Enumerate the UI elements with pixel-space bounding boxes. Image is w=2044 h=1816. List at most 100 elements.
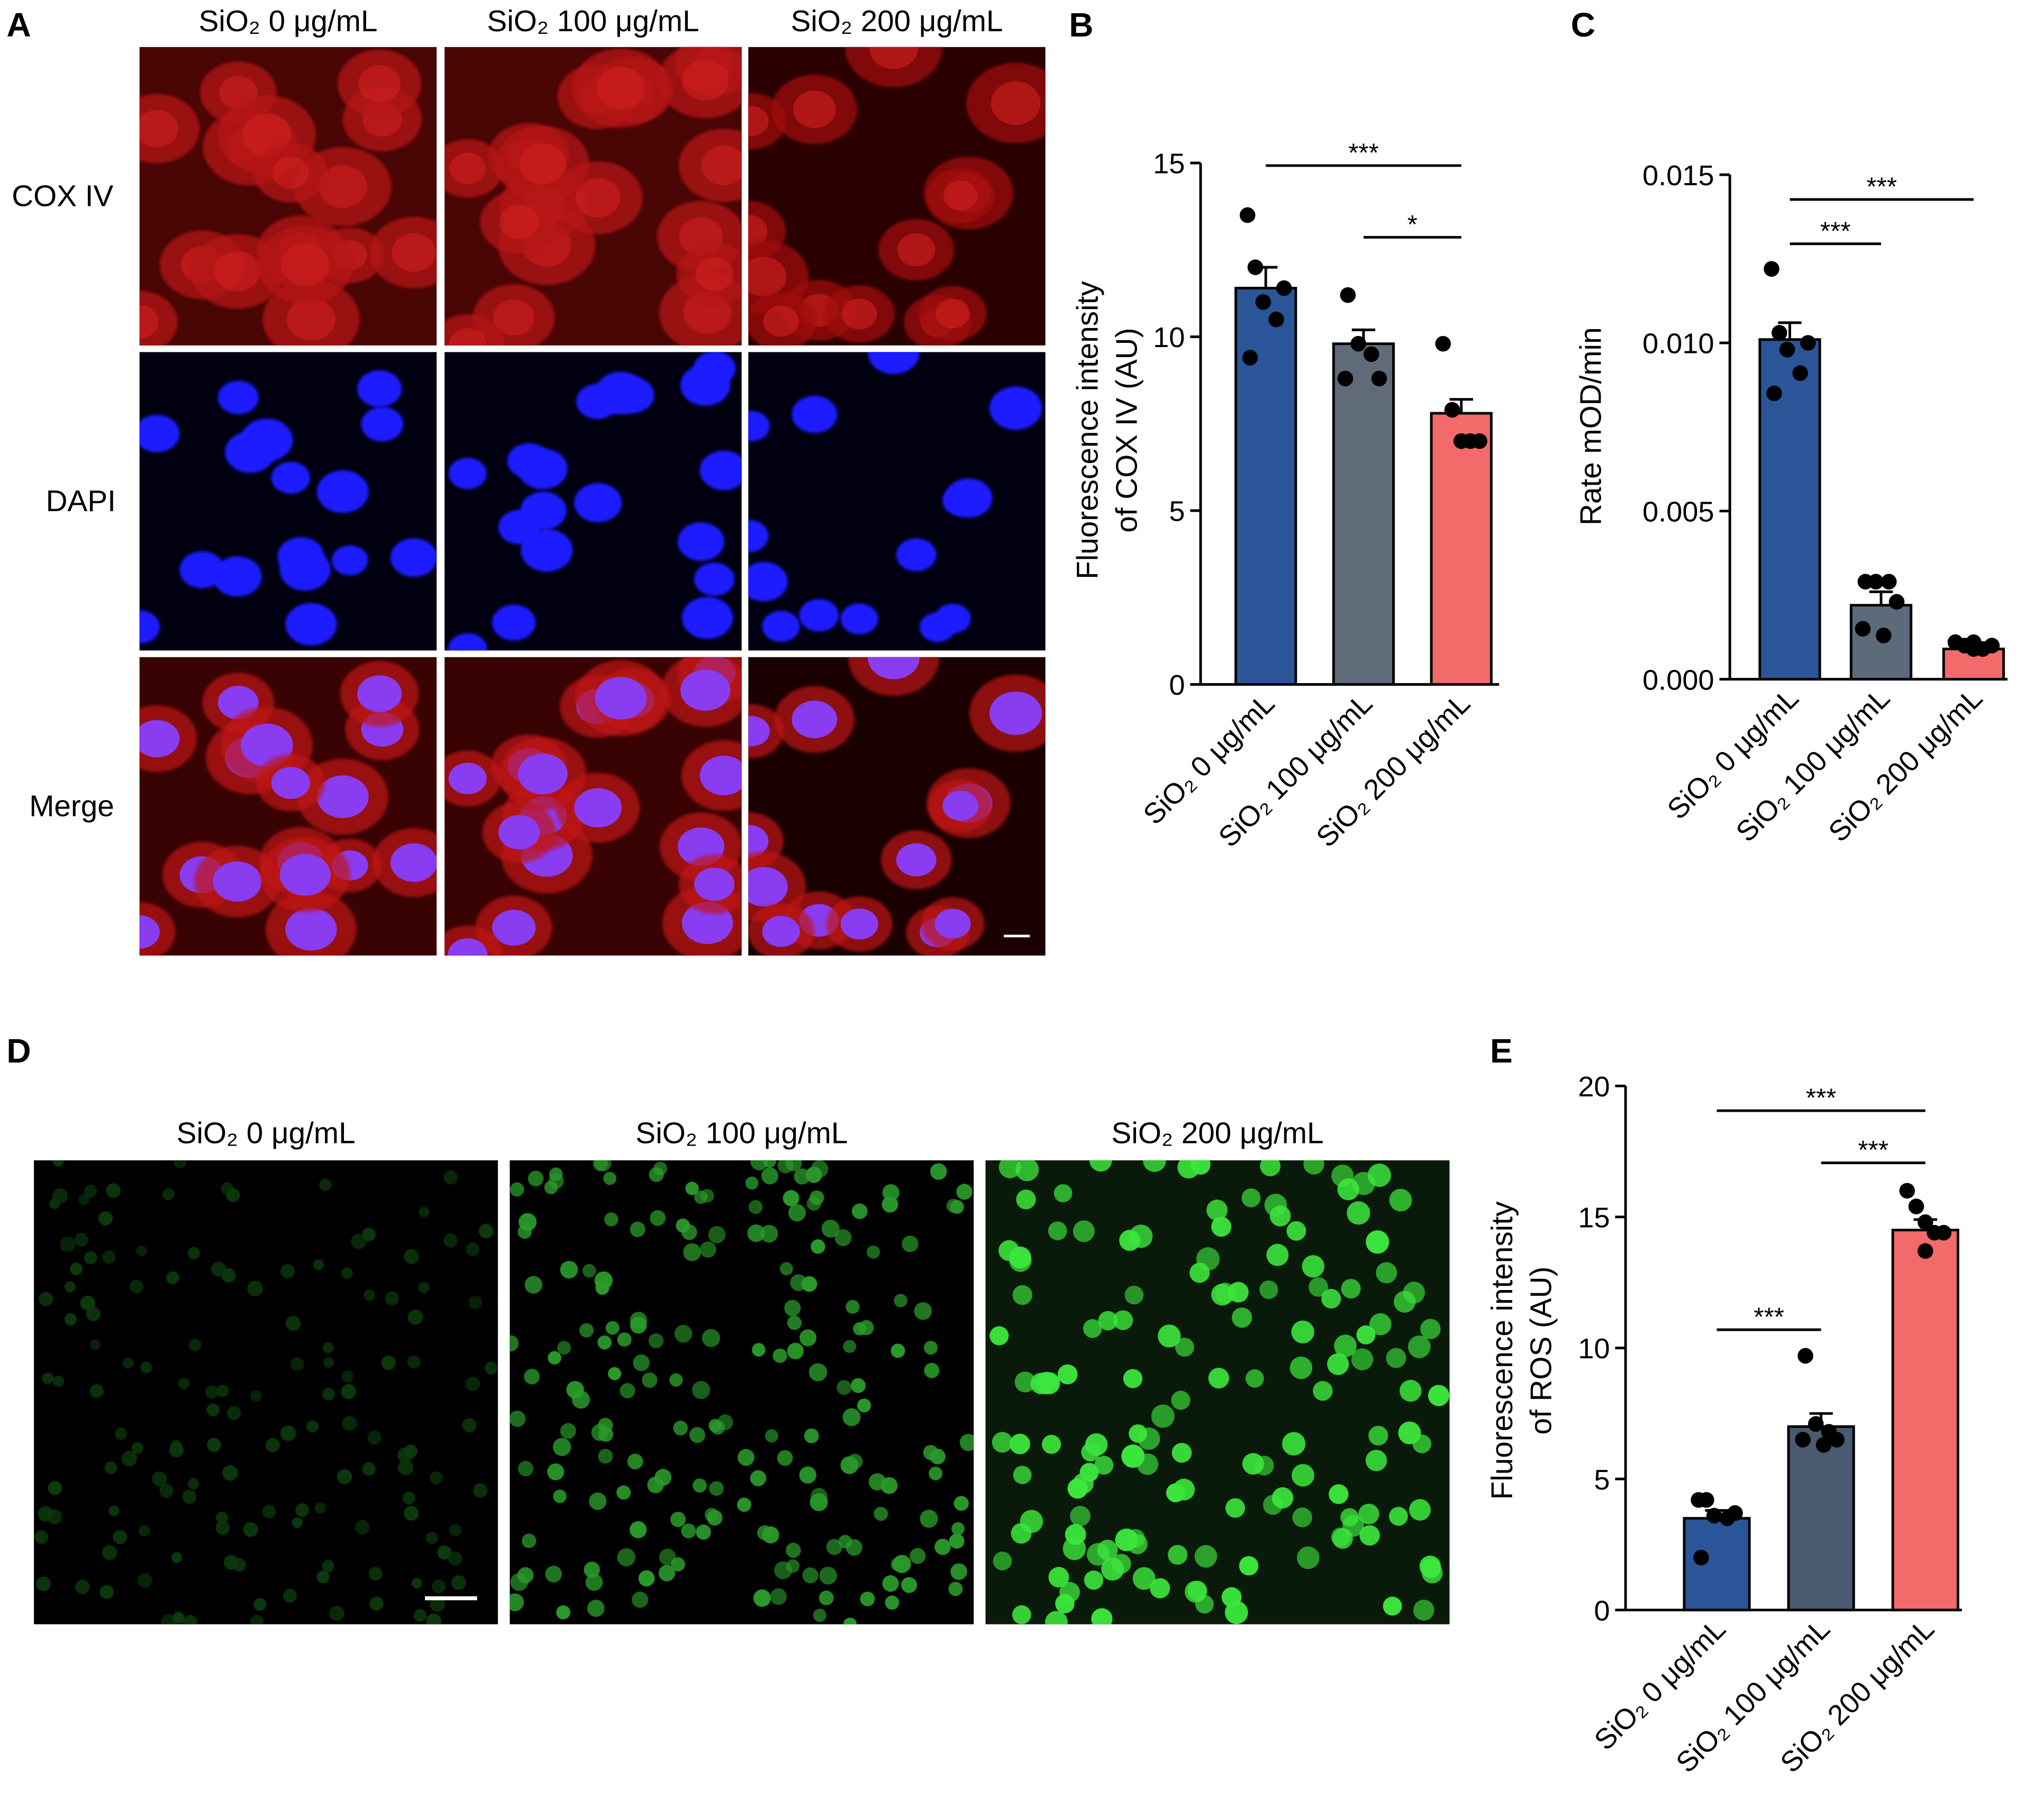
cell [584,1561,600,1578]
nucleus [868,657,920,679]
cell [582,1264,596,1278]
cell [517,1460,534,1477]
cell-core [793,90,836,129]
cell [517,1567,534,1584]
cell [182,1490,197,1504]
nucleus [694,867,735,901]
cell [1124,1285,1144,1305]
cell [866,1245,880,1259]
cell [1260,1160,1281,1177]
cell [216,1385,229,1397]
cell [407,1355,421,1369]
row-label: DAPI [46,485,116,518]
nucleus [316,775,369,819]
cell [1292,1464,1314,1487]
panel-letter: D [6,1032,31,1070]
cell [950,1200,964,1214]
data-point [1247,259,1264,275]
cell-core [763,305,799,337]
cell [364,1290,375,1301]
cell [752,1343,766,1357]
cell-core [493,299,534,336]
cell [329,1605,344,1621]
cell-core [596,67,646,110]
cell [868,1473,886,1491]
cell [658,1565,675,1582]
cell [802,1567,819,1584]
cell [449,1523,462,1537]
cell [681,1523,696,1539]
cell [1259,1280,1278,1300]
cell [1171,1442,1192,1463]
cell [702,1329,720,1347]
cell [1303,1160,1324,1175]
nucleus [213,556,262,597]
panel-letter: E [1490,1032,1513,1070]
cell [1400,1379,1422,1402]
cell [692,1478,707,1493]
cell [140,1361,152,1374]
cell [1313,1381,1333,1401]
cell [1340,1508,1359,1527]
cell [1412,1434,1431,1454]
bar [1234,287,1297,686]
cell [1321,1288,1341,1309]
bar [1332,342,1395,686]
nucleus [271,461,311,494]
nucleus [989,386,1042,430]
cell [1014,1372,1036,1393]
cell [579,1323,594,1338]
cell [316,1570,330,1584]
cell [598,1449,613,1464]
cell-core [139,305,159,339]
cell [1289,1356,1313,1379]
nucleus [361,407,404,442]
cell [617,1548,635,1567]
cell [426,1613,441,1624]
cell [121,1450,138,1467]
cell [747,1224,765,1242]
cell [1053,1184,1073,1203]
cell [788,1204,806,1222]
y-tick-label: 0 [1169,669,1185,701]
data-point [1899,1183,1915,1199]
cell [545,1565,562,1583]
cell [560,1260,578,1279]
cell [860,1591,875,1606]
cell [78,1194,90,1205]
nucleus [213,861,262,902]
cell [402,1492,416,1505]
cell [419,1206,430,1218]
cell [1048,1221,1067,1240]
nucleus [279,853,331,896]
cell [810,1487,828,1505]
nucleus [448,458,487,489]
cell [753,1589,771,1607]
cell-core [449,152,486,184]
nucleus [517,753,568,795]
cell [113,1530,128,1545]
data-point [1698,1492,1714,1508]
nucleus [762,915,800,947]
cell [1368,1425,1388,1446]
cell [632,1591,648,1608]
cell [630,1312,648,1329]
data-point [1876,628,1892,643]
cell [1403,1282,1425,1304]
cell [1241,1188,1261,1207]
data-point [1855,621,1871,637]
micrograph [748,352,1046,651]
data-point [1918,1243,1933,1259]
column-header: SiO₂ 200 μg/mL [791,5,1003,38]
cell [885,1595,900,1610]
column-header: SiO₂ 0 μg/mL [177,1117,356,1150]
cell [934,1538,951,1555]
cell [114,1427,128,1440]
cell [510,1410,526,1427]
cell [1369,1313,1392,1336]
nucleus [357,370,402,407]
cell [437,1545,452,1560]
nucleus [285,603,337,646]
y-tick-label: 5 [1594,1464,1610,1496]
nucleus [448,938,488,956]
